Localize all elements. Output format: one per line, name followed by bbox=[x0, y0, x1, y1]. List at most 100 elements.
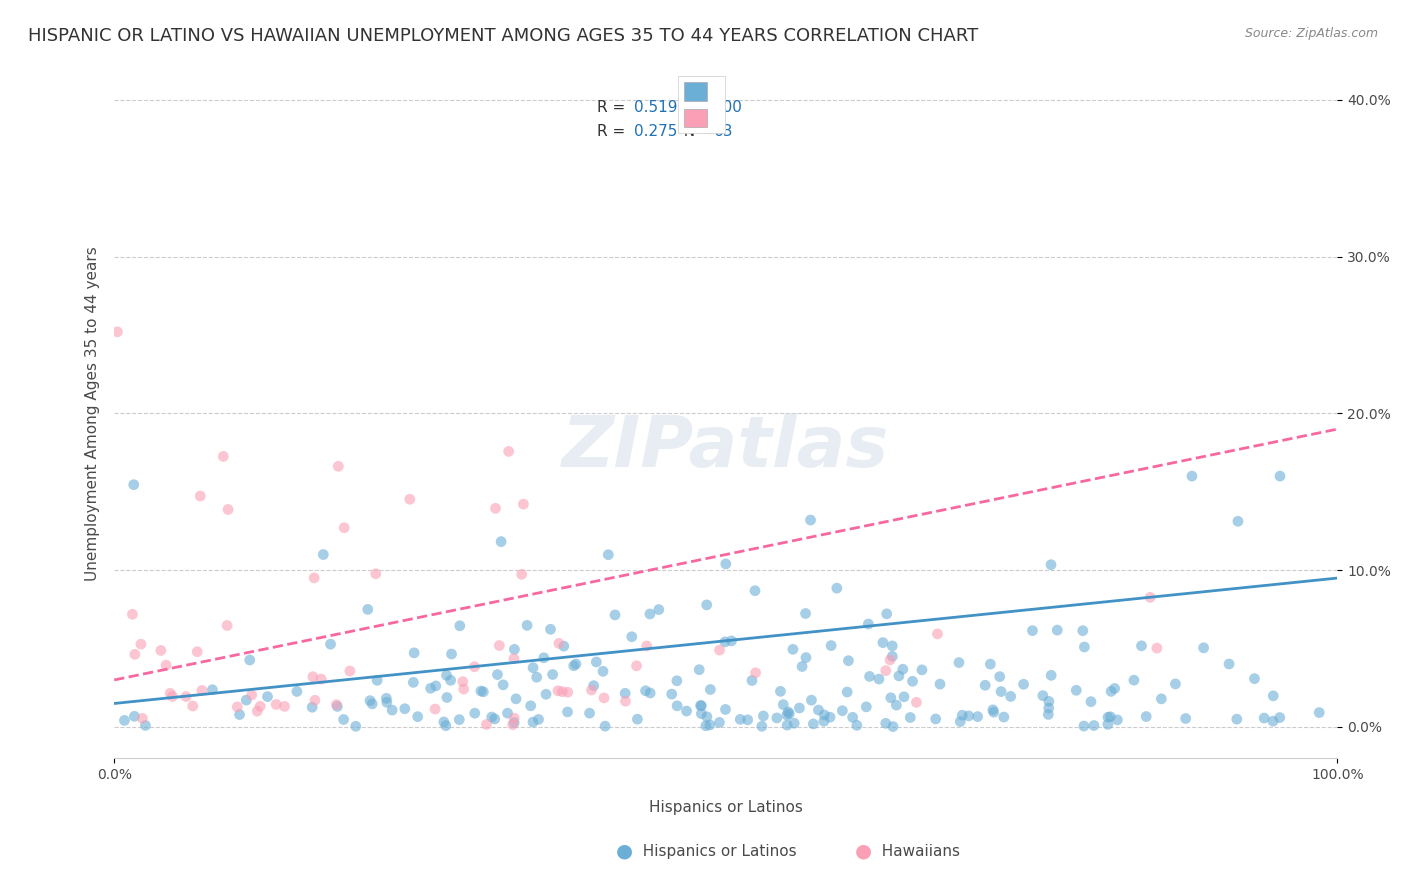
Hispanics or Latinos bbox=[688, 663, 710, 677]
Hawaiians bbox=[551, 684, 574, 698]
Hispanics or Latinos bbox=[522, 715, 544, 730]
Hawaiians bbox=[581, 683, 603, 698]
Hawaiians bbox=[212, 450, 235, 464]
Hispanics or Latinos bbox=[1263, 689, 1285, 703]
Hispanics or Latinos bbox=[553, 639, 575, 653]
Hawaiians bbox=[626, 658, 648, 673]
Hispanics or Latinos bbox=[598, 548, 620, 562]
Hawaiians bbox=[484, 501, 506, 516]
Hispanics or Latinos bbox=[582, 679, 605, 693]
Hispanics or Latinos bbox=[1268, 710, 1291, 724]
Hispanics or Latinos bbox=[1181, 469, 1204, 483]
Hispanics or Latinos bbox=[981, 703, 1004, 717]
Hispanics or Latinos bbox=[974, 678, 997, 692]
Hawaiians bbox=[502, 717, 524, 731]
Hispanics or Latinos bbox=[472, 685, 495, 699]
Hispanics or Latinos bbox=[519, 698, 541, 713]
Hispanics or Latinos bbox=[800, 693, 823, 707]
Hispanics or Latinos bbox=[503, 715, 526, 730]
Hispanics or Latinos bbox=[357, 602, 380, 616]
Hispanics or Latinos bbox=[534, 687, 557, 701]
Text: 0.275: 0.275 bbox=[634, 124, 678, 139]
Text: ●: ● bbox=[855, 841, 872, 860]
Hawaiians bbox=[1146, 641, 1168, 656]
Hawaiians bbox=[503, 711, 526, 725]
Hawaiians bbox=[149, 643, 172, 657]
Hispanics or Latinos bbox=[696, 709, 718, 723]
Hispanics or Latinos bbox=[1164, 677, 1187, 691]
Hispanics or Latinos bbox=[124, 709, 146, 723]
Hispanics or Latinos bbox=[332, 713, 354, 727]
Hispanics or Latinos bbox=[634, 683, 657, 698]
Text: Hispanics or Latinos: Hispanics or Latinos bbox=[633, 845, 796, 859]
Hawaiians bbox=[226, 699, 249, 714]
Hispanics or Latinos bbox=[949, 714, 972, 729]
Hispanics or Latinos bbox=[831, 704, 853, 718]
Hawaiians bbox=[463, 660, 485, 674]
Hispanics or Latinos bbox=[557, 705, 579, 719]
Hawaiians bbox=[475, 717, 498, 731]
Hawaiians bbox=[1139, 591, 1161, 605]
Hispanics or Latinos bbox=[782, 642, 804, 657]
Text: R =: R = bbox=[598, 100, 630, 114]
Hispanics or Latinos bbox=[882, 639, 904, 653]
Hawaiians bbox=[614, 694, 637, 708]
Hispanics or Latinos bbox=[709, 715, 731, 730]
Hispanics or Latinos bbox=[1308, 706, 1330, 720]
Hawaiians bbox=[249, 699, 271, 714]
Hispanics or Latinos bbox=[235, 693, 257, 707]
Hispanics or Latinos bbox=[541, 667, 564, 681]
Hispanics or Latinos bbox=[1021, 624, 1043, 638]
Hawaiians bbox=[124, 648, 146, 662]
Hispanics or Latinos bbox=[776, 718, 799, 732]
Hispanics or Latinos bbox=[868, 672, 890, 686]
Hawaiians bbox=[240, 688, 263, 702]
Hispanics or Latinos bbox=[366, 673, 388, 688]
Hawaiians bbox=[325, 698, 347, 712]
Hispanics or Latinos bbox=[449, 713, 471, 727]
Hispanics or Latinos bbox=[837, 654, 859, 668]
Hawaiians bbox=[188, 489, 211, 503]
Hawaiians bbox=[512, 497, 534, 511]
Hispanics or Latinos bbox=[858, 617, 880, 632]
Hispanics or Latinos bbox=[1064, 683, 1087, 698]
Hispanics or Latinos bbox=[925, 712, 948, 726]
Hispanics or Latinos bbox=[122, 477, 145, 491]
Hispanics or Latinos bbox=[818, 710, 841, 724]
Hawaiians bbox=[131, 711, 153, 725]
Hispanics or Latinos bbox=[751, 719, 773, 733]
Hispanics or Latinos bbox=[638, 607, 661, 621]
Hispanics or Latinos bbox=[301, 700, 323, 714]
Hispanics or Latinos bbox=[794, 650, 817, 665]
Hawaiians bbox=[159, 686, 181, 700]
Hawaiians bbox=[503, 651, 526, 665]
Hispanics or Latinos bbox=[578, 706, 600, 721]
Hispanics or Latinos bbox=[1073, 640, 1095, 654]
Hispanics or Latinos bbox=[983, 705, 1005, 719]
Hispanics or Latinos bbox=[381, 703, 404, 717]
Text: N =: N = bbox=[675, 100, 718, 114]
Hawaiians bbox=[302, 571, 325, 585]
Hawaiians bbox=[498, 444, 520, 458]
Hispanics or Latinos bbox=[1192, 640, 1215, 655]
Hispanics or Latinos bbox=[1226, 712, 1249, 726]
Hawaiians bbox=[451, 674, 474, 689]
Hispanics or Latinos bbox=[887, 669, 910, 683]
Hispanics or Latinos bbox=[875, 716, 897, 731]
Hawaiians bbox=[548, 636, 571, 650]
Hispanics or Latinos bbox=[845, 718, 868, 732]
Hispanics or Latinos bbox=[486, 667, 509, 681]
Hispanics or Latinos bbox=[492, 678, 515, 692]
Text: 63: 63 bbox=[714, 124, 733, 139]
Hispanics or Latinos bbox=[526, 670, 548, 684]
Hispanics or Latinos bbox=[1080, 695, 1102, 709]
Hispanics or Latinos bbox=[1038, 701, 1060, 715]
Hispanics or Latinos bbox=[1038, 707, 1060, 722]
Hispanics or Latinos bbox=[901, 674, 924, 689]
Hispanics or Latinos bbox=[1261, 714, 1284, 728]
Hispanics or Latinos bbox=[882, 720, 904, 734]
Hispanics or Latinos bbox=[661, 687, 683, 701]
Hispanics or Latinos bbox=[1253, 711, 1275, 725]
Hispanics or Latinos bbox=[799, 513, 821, 527]
Hawaiians bbox=[453, 681, 475, 696]
